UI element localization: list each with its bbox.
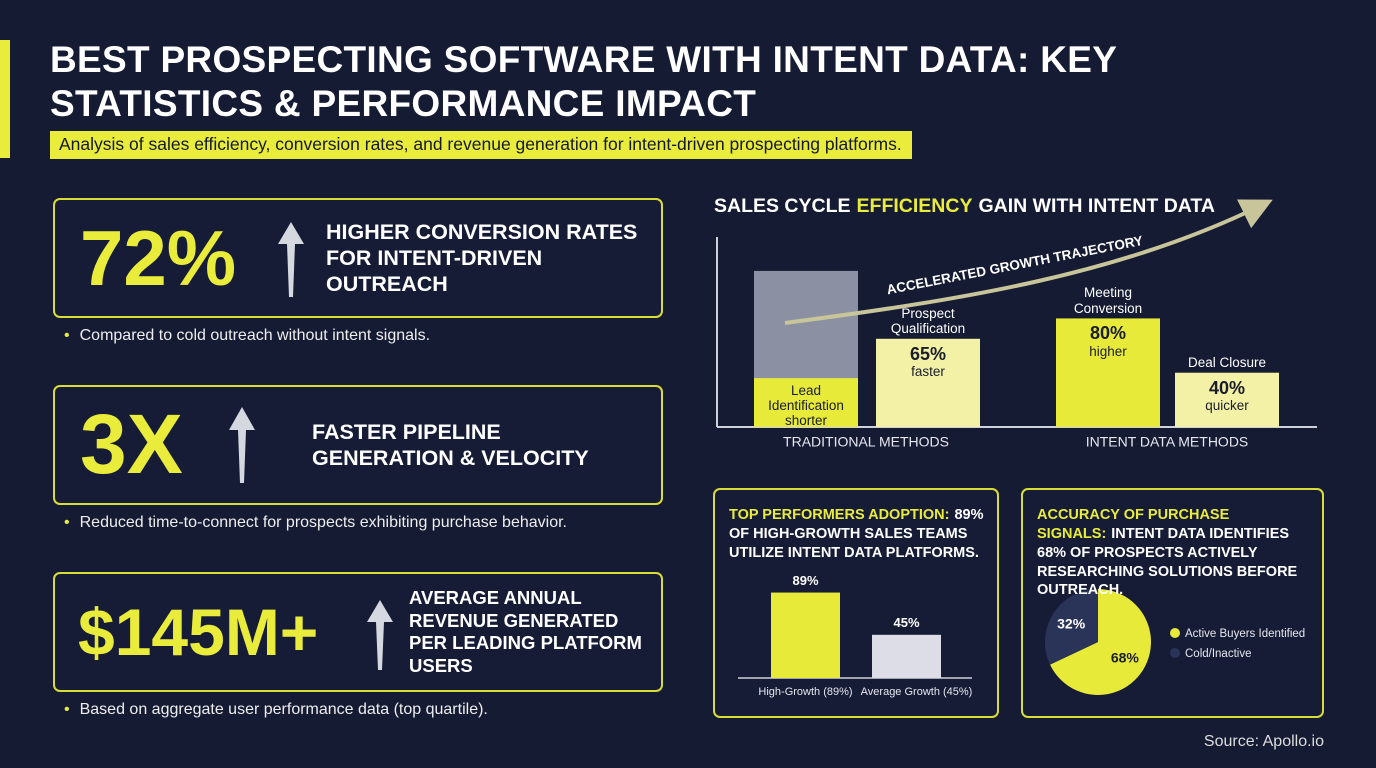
pie-slice xyxy=(1050,589,1152,695)
x-tick-label: Average Growth (45%) xyxy=(861,686,973,698)
group-label: INTENT DATA METHODS xyxy=(1086,434,1249,450)
stat-figure: $145M+ xyxy=(78,594,319,669)
legend-swatch xyxy=(1170,648,1180,658)
stat-note: Based on aggregate user performance data… xyxy=(64,701,488,719)
stat-arrows xyxy=(229,222,393,670)
bar-label: 65% faster xyxy=(876,344,980,379)
stat-headline: FASTER PIPELINE GENERATION & VELOCITY xyxy=(312,420,589,471)
bar xyxy=(1056,318,1160,427)
panel-title: TOP PERFORMERS ADOPTION: 89% OF HIGH-GROW… xyxy=(729,506,987,563)
stat-headline: HIGHER CONVERSION RATES FOR INTENT-DRIVE… xyxy=(326,219,638,296)
descriptor: faster xyxy=(911,363,945,379)
page-title: BEST PROSPECTING SOFTWARE WITH INTENT DA… xyxy=(50,39,1117,124)
stat-headline: AVERAGE ANNUAL REVENUE GENERATED PER LEA… xyxy=(409,587,642,676)
stat-figure: 72% xyxy=(80,213,237,302)
stat-figure: 3X xyxy=(80,397,183,492)
stat-card xyxy=(53,385,663,505)
legend-swatch xyxy=(1170,628,1180,638)
bar xyxy=(872,634,941,678)
title-part: EFFICIENCY xyxy=(856,195,973,217)
accent-bar xyxy=(0,40,10,158)
subtitle: Analysis of sales efficiency, conversion… xyxy=(50,131,912,159)
value-label: 89% xyxy=(792,573,818,588)
slice-label: 32% xyxy=(1057,616,1086,632)
bar xyxy=(1175,372,1279,427)
descriptor: higher xyxy=(1089,343,1127,359)
value-label: 80% xyxy=(1089,323,1127,344)
stat-card xyxy=(53,572,663,692)
adoption-panel xyxy=(713,488,999,718)
category-label: Prospect Qualification xyxy=(890,305,966,336)
stat-note: Reduced time-to-connect for prospects ex… xyxy=(64,514,567,532)
stat-card xyxy=(53,198,663,318)
legend-label: Active Buyers Identified xyxy=(1185,628,1305,640)
group-label: TRADITIONAL METHODS xyxy=(783,434,949,450)
bar xyxy=(771,592,840,678)
trajectory-arrow xyxy=(784,199,1273,325)
value-label: 45% xyxy=(893,615,919,630)
title-part: SALES CYCLE xyxy=(714,195,851,217)
bar xyxy=(754,378,858,427)
title-lead: ACCURACY OF PURCHASE SIGNALS: xyxy=(1037,507,1230,542)
panel-title: ACCURACY OF PURCHASE SIGNALS: INTENT DATA… xyxy=(1037,506,1312,600)
efficiency-bars xyxy=(754,270,1279,427)
x-tick-label: High-Growth (89%) xyxy=(758,686,852,698)
title-part: GAIN WITH INTENT DATA xyxy=(978,195,1215,217)
bar-label: 40% quicker xyxy=(1175,378,1279,413)
title-lead: TOP PERFORMERS ADOPTION: xyxy=(729,507,950,523)
value-label: 40% xyxy=(1208,377,1246,398)
category-label: Lead Identification xyxy=(768,383,844,414)
descriptor: quicker xyxy=(1205,397,1249,413)
chart-title: SALES CYCLE EFFICIENCY GAIN WITH INTENT DA… xyxy=(714,195,1215,218)
legend-label: Cold/Inactive xyxy=(1185,648,1251,660)
pie-slice xyxy=(1045,589,1098,665)
stat-note: Compared to cold outreach without intent… xyxy=(64,327,430,345)
descriptor: shorter xyxy=(784,413,828,429)
category-label: Meeting Conversion xyxy=(1073,285,1143,316)
bar-label: 80% higher xyxy=(1056,323,1160,358)
bar-label: Lead Identification shorter xyxy=(754,383,858,428)
category-label: Deal Closure xyxy=(1187,354,1267,370)
value-label: 65% xyxy=(909,343,947,364)
title-rest: INTENT DATA IDENTIFIES 68% OF PROSPECTS … xyxy=(1037,525,1298,599)
source: Source: Apollo.io xyxy=(1203,733,1324,750)
slice-label: 68% xyxy=(1111,650,1140,666)
bar xyxy=(876,338,980,427)
title-rest: 89% OF HIGH-GROWTH SALES TEAMS UTILIZE I… xyxy=(729,507,984,561)
